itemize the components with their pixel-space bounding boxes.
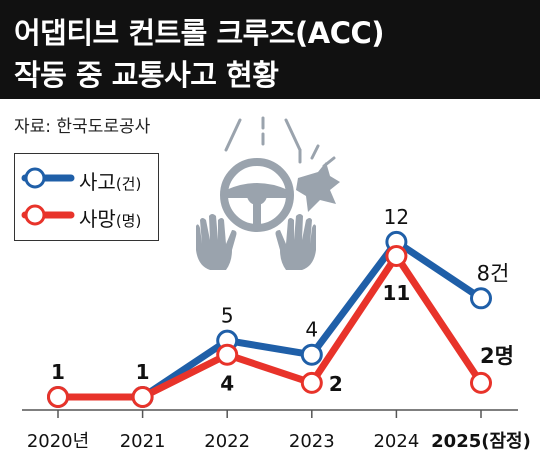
data-label-accidents: 8건: [477, 261, 510, 285]
data-point-accidents: [470, 287, 492, 310]
title-banner: 어댑티브 컨트롤 크루즈(ACC) 작동 중 교통사고 현황: [0, 0, 540, 99]
legend-item-deaths: 사망(명): [21, 201, 156, 231]
data-label-deaths: 11: [382, 281, 410, 305]
legend: 사고(건) 사망(명): [14, 153, 159, 241]
legend-swatch-accidents: [21, 167, 75, 189]
x-tick-label: 2020년: [27, 431, 89, 452]
chart-title-line2: 작동 중 교통사고 현황: [14, 58, 279, 92]
x-tick-label: 2021: [120, 431, 166, 452]
legend-label-deaths: 사망: [79, 207, 116, 231]
data-label-accidents: 1: [51, 360, 65, 384]
legend-unit-deaths: (명): [115, 212, 142, 230]
data-label-deaths: 4: [220, 372, 234, 396]
legend-swatch-deaths: [21, 204, 75, 226]
data-point-accidents: [300, 343, 323, 366]
data-point-deaths: [131, 386, 154, 408]
data-label-accidents: 12: [384, 205, 409, 229]
data-point-deaths: [216, 343, 239, 366]
data-point-deaths: [300, 371, 323, 394]
data-label-accidents: 5: [221, 304, 234, 328]
data-point-deaths: [385, 245, 408, 267]
source-note: 자료: 한국도로공사: [14, 117, 151, 137]
x-tick-label: 2022: [204, 431, 250, 452]
x-tick-label: 2024: [373, 431, 419, 452]
x-tick-label: 2025(잠정): [431, 431, 531, 452]
legend-item-accidents: 사고(건): [21, 164, 156, 194]
chart-title-line1: 어댑티브 컨트롤 크루즈(ACC): [14, 16, 385, 50]
series-line-deaths: [54, 252, 485, 401]
data-label-deaths: 2명: [480, 344, 514, 368]
legend-label-accidents: 사고: [79, 170, 116, 194]
data-point-deaths: [470, 371, 492, 394]
data-label-deaths: 2: [329, 372, 343, 396]
legend-unit-accidents: (건): [115, 175, 142, 193]
data-label-accidents: 1: [136, 360, 150, 384]
data-label-accidents: 4: [305, 318, 318, 342]
data-point-deaths: [47, 386, 69, 408]
x-tick-label: 2023: [289, 431, 335, 452]
series-line-accidents: [54, 238, 485, 401]
